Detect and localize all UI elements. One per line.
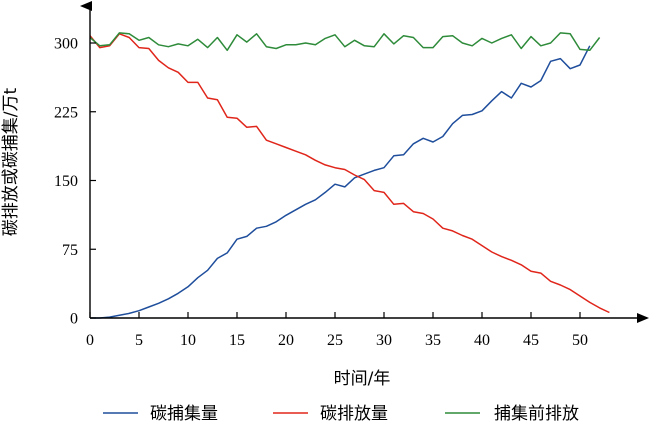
- x-tick-label: 0: [86, 332, 94, 349]
- x-tick-label: 10: [180, 332, 196, 349]
- x-tick-label: 15: [229, 332, 245, 349]
- series-line-carbon-emission: [89, 33, 610, 314]
- y-tick-label: 75: [62, 242, 78, 259]
- legend-label-carbon-emission: 碳排放量: [320, 404, 388, 424]
- x-tick-label: 20: [278, 332, 294, 349]
- plot-lines: [89, 32, 610, 319]
- legend-label-pre-capture-emission: 捕集前排放: [494, 404, 579, 424]
- series-line-pre-capture-emission: [89, 32, 601, 52]
- x-axis-label: 时间/年: [334, 369, 391, 389]
- legend: 碳捕集量 碳排放量 捕集前排放: [103, 404, 579, 424]
- x-tick-label: 35: [425, 332, 441, 349]
- y-tick-label: 150: [54, 173, 78, 190]
- y-tick-label: 300: [54, 36, 78, 53]
- x-tick-label: 30: [376, 332, 392, 349]
- x-tick-label: 40: [474, 332, 490, 349]
- x-tick-label: 50: [572, 332, 588, 349]
- x-tick-label: 5: [135, 332, 143, 349]
- series-line-carbon-capture: [90, 45, 591, 319]
- legend-label-carbon-capture: 碳捕集量: [150, 404, 218, 424]
- x-tick-label: 25: [327, 332, 343, 349]
- x-tick-label: 45: [523, 332, 539, 349]
- y-tick-label: 0: [70, 311, 78, 328]
- x-ticks: 0 5 10 15 20 25 30 35 40 45 50: [86, 312, 588, 349]
- y-ticks: 0 75 150 225 300: [54, 36, 96, 328]
- y-tick-label: 225: [54, 104, 78, 121]
- y-axis-label: 碳排放或碳捕集/万t: [1, 87, 21, 236]
